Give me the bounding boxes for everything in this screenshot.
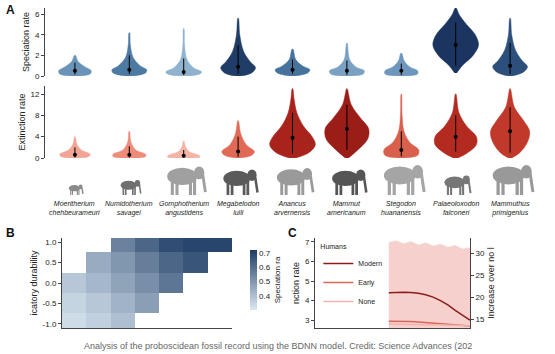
svg-text:0.5: 0.5 — [45, 258, 57, 267]
svg-text:Gomphotheriumangustidens: Gomphotheriumangustidens — [159, 200, 209, 217]
svg-text:0.7: 0.7 — [259, 249, 271, 258]
svg-text:25: 25 — [476, 271, 485, 280]
svg-text:Speciation ra: Speciation ra — [273, 256, 282, 303]
svg-text:Stegodonhuananensis: Stegodonhuananensis — [381, 200, 421, 216]
svg-text:4: 4 — [35, 31, 40, 40]
svg-text:2: 2 — [35, 51, 40, 60]
svg-text:icatory durability: icatory durability — [29, 250, 39, 316]
svg-text:-0.5: -0.5 — [43, 299, 57, 308]
svg-text:Extinction rate: Extinction rate — [17, 93, 27, 150]
svg-text:-1.0: -1.0 — [43, 320, 57, 329]
svg-text:C: C — [288, 226, 297, 240]
svg-text:Early: Early — [358, 279, 374, 287]
svg-text:5: 5 — [305, 277, 310, 286]
svg-text:0.0: 0.0 — [45, 279, 57, 288]
svg-text:nction rate: nction rate — [291, 262, 301, 304]
svg-text:Moeritheriumchehbeurameuri: Moeritheriumchehbeurameuri — [49, 200, 100, 216]
svg-text:20: 20 — [476, 293, 485, 302]
svg-text:Numidotheriumsavagei: Numidotheriumsavagei — [105, 200, 153, 217]
svg-text:6: 6 — [35, 10, 40, 19]
svg-text:0.6: 0.6 — [259, 263, 271, 272]
svg-text:0: 0 — [35, 72, 40, 81]
svg-text:Speciation rate: Speciation rate — [21, 12, 31, 72]
svg-text:Analysis of the proboscidean f: Analysis of the proboscidean fossil reco… — [84, 341, 472, 351]
svg-text:30: 30 — [476, 249, 485, 258]
svg-text:6: 6 — [305, 257, 310, 266]
svg-text:7: 7 — [305, 238, 310, 247]
svg-text:Increase over no l: Increase over no l — [486, 247, 496, 319]
svg-text:Palaeoloxodonfalconeri: Palaeoloxodonfalconeri — [433, 200, 479, 216]
svg-text:0.4: 0.4 — [259, 292, 271, 301]
svg-text:Humans: Humans — [320, 243, 347, 250]
svg-text:A: A — [6, 3, 15, 17]
svg-text:0: 0 — [35, 154, 40, 163]
svg-text:3: 3 — [305, 316, 310, 325]
svg-text:12: 12 — [30, 90, 39, 99]
svg-text:8: 8 — [35, 111, 40, 120]
svg-text:0.5: 0.5 — [259, 277, 271, 286]
svg-text:Megabelodonlulli: Megabelodonlulli — [217, 200, 260, 216]
svg-text:Anancusarvernensis: Anancusarvernensis — [274, 200, 311, 216]
svg-text:1.0: 1.0 — [45, 238, 57, 247]
svg-text:Modern: Modern — [358, 260, 382, 267]
svg-text:4: 4 — [305, 296, 310, 305]
svg-text:15: 15 — [476, 315, 485, 324]
svg-text:4: 4 — [35, 132, 40, 141]
svg-text:Mammutamericanum: Mammutamericanum — [327, 200, 366, 216]
svg-text:B: B — [6, 226, 15, 240]
svg-text:None: None — [358, 298, 375, 305]
svg-text:Mammuthusprimigenius: Mammuthusprimigenius — [491, 200, 530, 217]
